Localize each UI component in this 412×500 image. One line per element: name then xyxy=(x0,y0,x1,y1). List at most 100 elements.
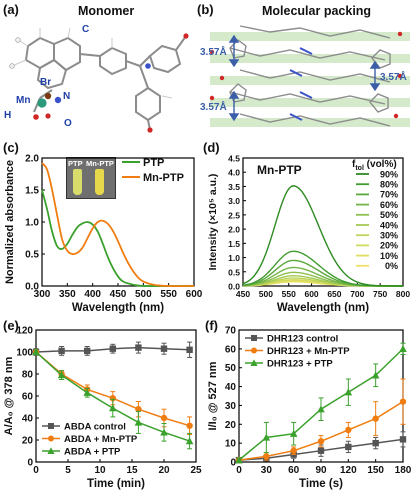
data-point xyxy=(47,447,55,454)
data-point xyxy=(48,423,54,429)
x-axis-label: Wavelength (nm) xyxy=(72,302,164,314)
data-point xyxy=(317,447,325,454)
panel-b-title: Molecular packing xyxy=(262,4,372,18)
legend-label: DHR123 + PTP xyxy=(267,359,333,370)
x-axis-label: Time (s) xyxy=(299,478,343,490)
data-point xyxy=(263,453,270,460)
atom-label-c: C xyxy=(82,24,89,35)
y-tick-label: 3.0 xyxy=(228,196,240,206)
n-atom xyxy=(54,96,62,104)
chart-e-abda: 0 5 10 15 20 25 0 20 40 60 80 100 120 Time (min) A/A₀ … xyxy=(3,326,202,491)
data-point xyxy=(160,345,168,352)
data-point xyxy=(109,345,116,352)
atom-label-n: N xyxy=(63,91,70,102)
y-axis-label: I/I₀ @ 527 nm xyxy=(207,361,219,430)
data-point xyxy=(84,347,91,355)
data-point xyxy=(372,415,379,422)
x-tick-label: 25 xyxy=(190,465,202,476)
x-axis-label: Time (min) xyxy=(87,478,145,490)
monomer-structure: C Br Mn N H O xyxy=(4,24,189,133)
panel-d-legend-title: ftol (vol%) xyxy=(352,159,397,172)
data-point xyxy=(32,348,40,356)
legend-label: 30% xyxy=(380,231,398,241)
y-tick-label: 30 xyxy=(225,401,237,412)
y-tick-label: 50 xyxy=(225,363,237,374)
y-tick-label: 60 xyxy=(22,392,34,403)
y-tick-label: 80 xyxy=(22,370,34,381)
legend-label: 80% xyxy=(380,180,398,190)
legend-label: 0% xyxy=(385,261,398,271)
data-point xyxy=(290,447,297,454)
y-tick-label: 1.5 xyxy=(228,239,240,249)
y-tick-label: 4.0 xyxy=(228,168,240,178)
data-point xyxy=(185,437,194,445)
y-tick-label: 4.5 xyxy=(228,154,240,164)
data-point xyxy=(251,347,257,354)
y-tick-label: 2.5 xyxy=(228,210,240,220)
x-tick-label: 600 xyxy=(186,289,203,300)
y-tick-label: 0 xyxy=(230,458,236,469)
o-atom xyxy=(33,114,39,120)
data-point xyxy=(83,388,91,396)
distance-label-3: 3.57Å xyxy=(200,100,227,113)
data-point xyxy=(399,436,407,443)
y-tick-label: 2.0 xyxy=(228,225,240,235)
data-point xyxy=(109,404,117,412)
y-tick-label: 0.0 xyxy=(25,282,39,293)
data-point xyxy=(345,426,352,434)
series-line-mn-ptp xyxy=(41,162,195,287)
x-tick-label: 800 xyxy=(396,289,410,299)
legend-label: 40% xyxy=(380,220,398,230)
x-tick-label: 180 xyxy=(395,465,412,476)
y-tick-label: 60 xyxy=(225,344,237,355)
y-tick-label: 3.5 xyxy=(228,182,240,192)
x-tick-label: 450 xyxy=(110,289,127,300)
x-tick-label: 550 xyxy=(282,289,296,299)
atom-label-mn: Mn xyxy=(16,95,30,106)
data-point xyxy=(250,359,258,366)
y-tick-label: 20 xyxy=(22,436,34,447)
data-point xyxy=(399,345,407,353)
data-point xyxy=(186,346,193,353)
x-tick-label: 400 xyxy=(84,289,101,300)
data-point xyxy=(135,406,142,413)
panel-a-title: Monomer xyxy=(78,4,135,18)
x-tick-label: 350 xyxy=(59,289,76,300)
y-tick-label: 1.0 xyxy=(228,253,240,263)
molecular-packing: 3.57Å 3.57Å 3.57Å xyxy=(200,18,412,136)
y-tick-label: 1.5 xyxy=(25,186,39,197)
legend-label: Mn-PTP xyxy=(143,172,184,184)
y-tick-label: 40 xyxy=(22,414,34,425)
legend-label: ABDA + Mn-PTP xyxy=(64,434,138,445)
atom-label-h: H xyxy=(4,110,11,121)
y-axis-label: A/A₀ @ 378 nm xyxy=(3,356,15,435)
data-point xyxy=(186,422,193,429)
panel-e-label: (e) xyxy=(3,318,19,333)
panel-b-label: (b) xyxy=(197,2,214,17)
vial-photo: PTP Mn-PTP xyxy=(66,157,116,199)
data-point xyxy=(344,388,353,396)
y-axis-label: Normalized absorbance xyxy=(4,160,16,284)
data-point xyxy=(317,438,325,445)
legend-label: 60% xyxy=(380,200,398,210)
legend-label: 70% xyxy=(380,190,398,200)
legend-label: 50% xyxy=(380,210,398,220)
legend-label: ABDA + PTP xyxy=(64,447,121,458)
y-tick-label: 1.0 xyxy=(25,218,39,229)
vial-label-mn-ptp: Mn-PTP xyxy=(86,159,114,168)
legend-label: 10% xyxy=(380,251,398,261)
y-tick-label: 100 xyxy=(16,348,33,359)
x-tick-label: 0 xyxy=(33,465,39,476)
vial-label-ptp: PTP xyxy=(68,159,83,168)
chart-c-absorbance: 300 350 400 450 500 550 600 0.0 0.5 1.0 1.5 2.0 Wave… xyxy=(4,154,203,315)
plot-frame xyxy=(242,157,404,287)
data-point xyxy=(317,405,325,413)
x-tick-label: 150 xyxy=(367,465,384,476)
panel-f-label: (f) xyxy=(205,318,218,333)
x-axis-label: Wavelength (nm) xyxy=(277,302,369,314)
x-tick-label: 120 xyxy=(340,465,357,476)
x-tick-label: 10 xyxy=(94,465,106,476)
y-tick-label: 10 xyxy=(225,439,237,450)
x-tick-label: 550 xyxy=(160,289,177,300)
y-tick-label: 2.0 xyxy=(25,154,39,165)
